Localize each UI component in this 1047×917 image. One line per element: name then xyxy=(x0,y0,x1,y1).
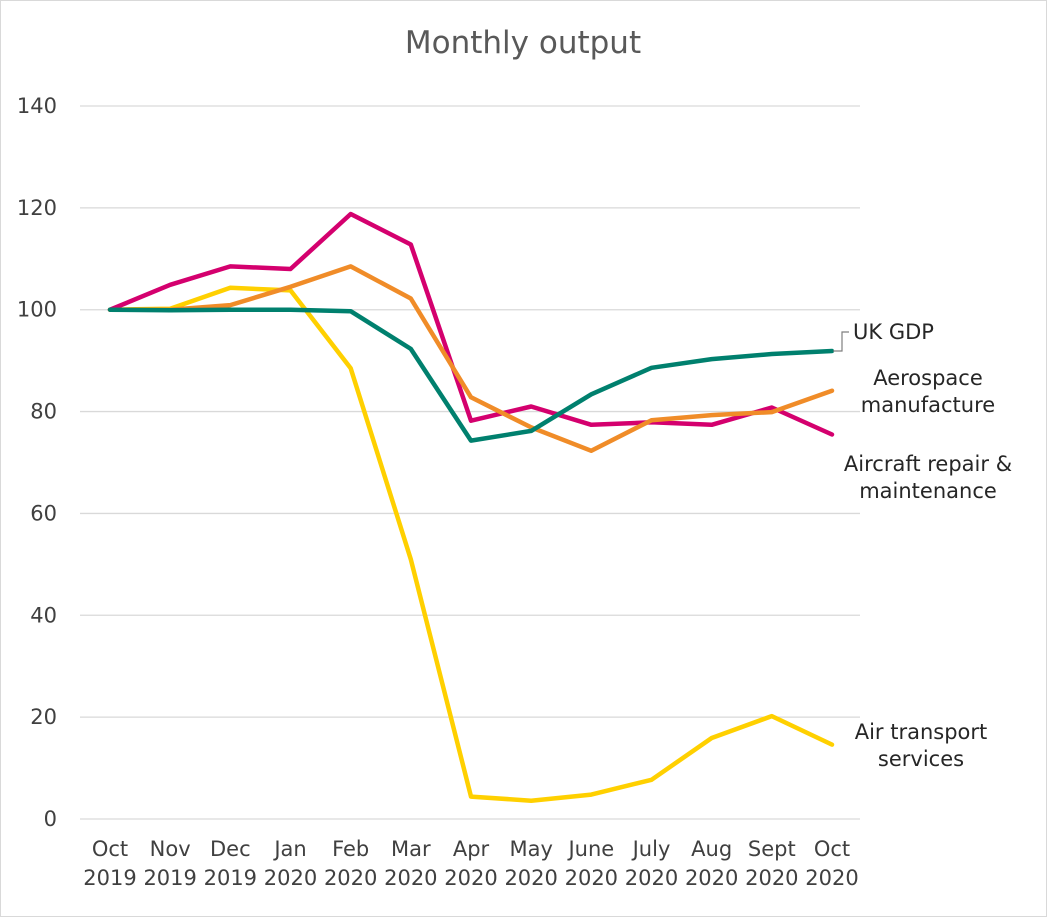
series-line-aerospace-manufacture xyxy=(107,264,835,454)
series-line-air-transport-services xyxy=(107,285,835,803)
y-tick-label: 140 xyxy=(17,94,57,118)
series-label-aircraft-repair-maintenance: maintenance xyxy=(859,479,997,503)
series-label-aerospace-manufacture: Aerospace xyxy=(873,366,983,390)
y-tick-label: 80 xyxy=(30,400,57,424)
gridlines xyxy=(80,105,860,820)
y-tick-label: 60 xyxy=(30,501,57,525)
x-tick-year-label: 2019 xyxy=(143,866,196,890)
x-tick-year-label: 2020 xyxy=(805,866,858,890)
x-tick-label: Mar xyxy=(391,837,431,861)
x-tick-label: Nov xyxy=(150,837,191,861)
y-axis-ticks: 0 20 40 60 80 100 120 140 xyxy=(17,94,57,831)
x-tick-year-label: 2020 xyxy=(444,866,497,890)
x-tick-label: May xyxy=(509,837,552,861)
chart-title: Monthly output xyxy=(405,25,641,61)
series-label-air-transport-services: services xyxy=(878,747,964,771)
x-tick-label: June xyxy=(566,837,614,861)
x-tick-year-label: 2020 xyxy=(685,866,738,890)
x-tick-label: Dec xyxy=(210,837,251,861)
y-tick-label: 0 xyxy=(44,807,57,831)
x-tick-year-label: 2020 xyxy=(264,866,317,890)
series-line-aircraft-repair-maintenance xyxy=(107,211,835,437)
x-tick-label: July xyxy=(631,837,671,861)
x-tick-label: Oct xyxy=(814,837,850,861)
x-tick-label: Feb xyxy=(332,837,369,861)
x-tick-year-label: 2020 xyxy=(745,866,798,890)
x-tick-year-label: 2020 xyxy=(324,866,377,890)
series-label-air-transport-services: Air transport xyxy=(855,720,988,744)
x-tick-year-label: 2019 xyxy=(83,866,136,890)
y-tick-label: 40 xyxy=(30,603,57,627)
series-label-uk-gdp: UK GDP xyxy=(853,320,934,344)
x-tick-label: Sept xyxy=(748,837,796,861)
series-line-uk-gdp xyxy=(107,307,835,443)
series-label-aerospace-manufacture: manufacture xyxy=(861,393,995,417)
x-tick-label: Oct xyxy=(92,837,128,861)
x-tick-label: Apr xyxy=(453,837,490,861)
y-tick-label: 120 xyxy=(17,196,57,220)
series-labels: UK GDP Aerospace manufacture Aircraft repai… xyxy=(833,320,1012,771)
y-tick-label: 100 xyxy=(17,298,57,322)
label-leader-line xyxy=(833,331,849,352)
x-tick-year-label: 2020 xyxy=(504,866,557,890)
series-lines xyxy=(107,211,835,803)
x-tick-year-label: 2020 xyxy=(565,866,618,890)
x-tick-label: Aug xyxy=(691,837,732,861)
x-tick-year-label: 2020 xyxy=(384,866,437,890)
series-label-aircraft-repair-maintenance: Aircraft repair & xyxy=(844,452,1012,476)
x-axis-ticks: Oct 2019 Nov 2019 Dec 2019 Jan 2020 Feb 2020 Mar 20… xyxy=(83,837,858,890)
x-tick-year-label: 2020 xyxy=(625,866,678,890)
x-tick-label: Jan xyxy=(272,837,306,861)
x-tick-year-label: 2019 xyxy=(204,866,257,890)
y-tick-label: 20 xyxy=(30,705,57,729)
